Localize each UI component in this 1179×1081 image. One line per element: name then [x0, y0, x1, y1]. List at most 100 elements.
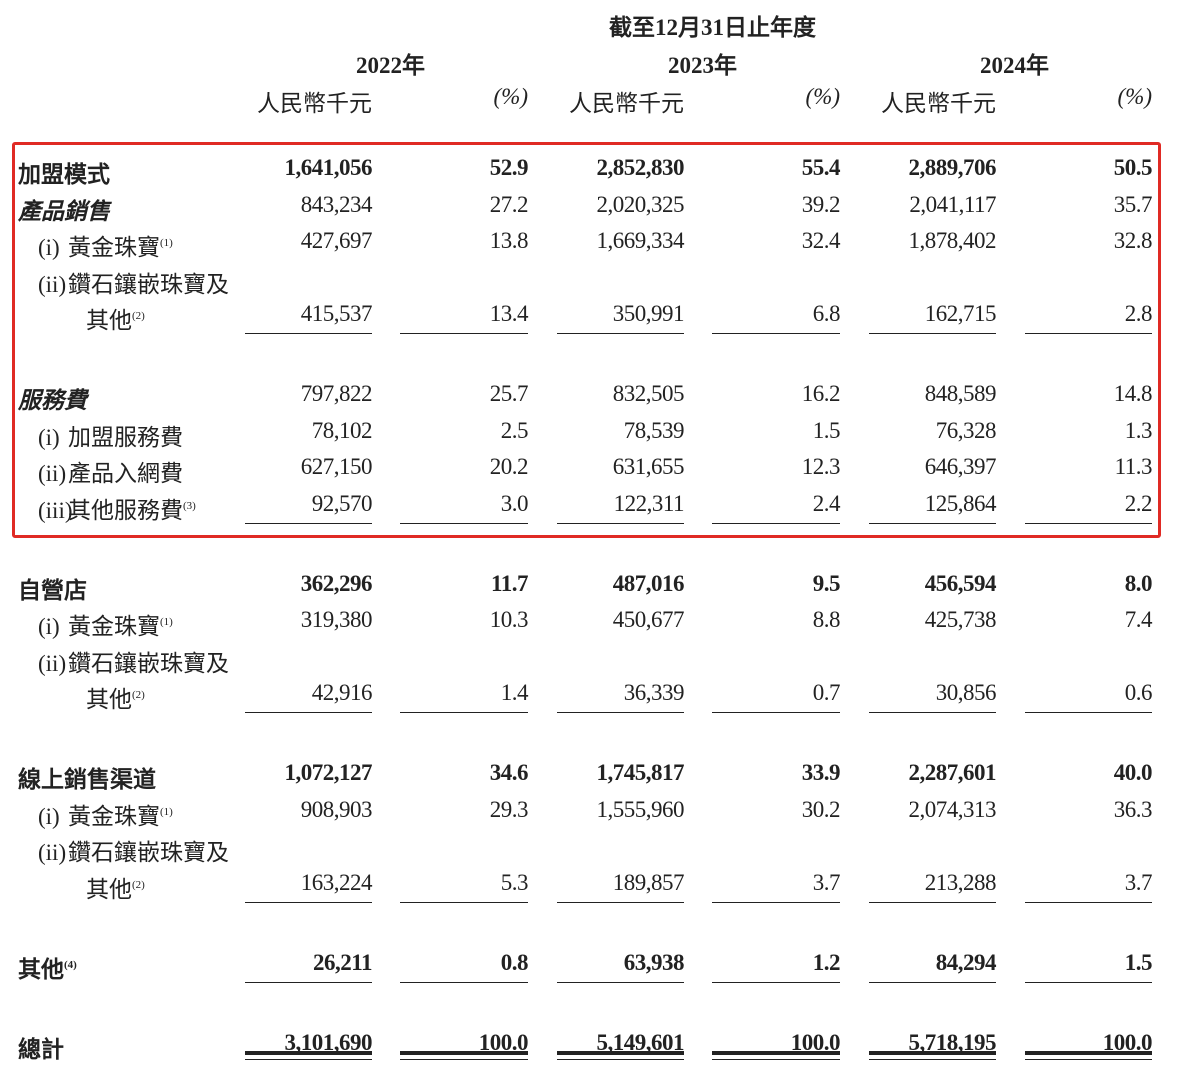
cell-pct-2024: 35.7: [1113, 191, 1153, 217]
cell-amount-2022: 908,903: [300, 796, 373, 822]
row-label: (ii)產品入網費: [38, 454, 183, 488]
underline: [712, 522, 840, 524]
underline: [400, 712, 528, 713]
year-2022: 2022年: [356, 53, 425, 78]
underline: [557, 712, 684, 713]
cell-amount-2023: 350,991: [612, 301, 685, 326]
cell-pct-2022: 52.9: [489, 155, 529, 180]
cell-amount-2024: 425,738: [924, 607, 997, 632]
underline: [400, 901, 528, 903]
cell-amount-2022: 26,211: [313, 949, 372, 975]
underline: [400, 333, 528, 334]
cell-pct-2023: 9.5: [812, 570, 841, 596]
row-label: (i) 黃金珠寶(1): [38, 797, 173, 831]
cell-amount-2022: 627,150: [300, 454, 373, 479]
cell-pct-2024: 8.0: [1124, 570, 1153, 596]
double-underline: [712, 1050, 840, 1060]
row-label-text: 線上銷售渠道: [18, 767, 156, 792]
cell-pct-2022: 20.2: [489, 454, 529, 479]
row-prefix: (i): [38, 614, 60, 639]
cell-pct-2024: 0.6: [1124, 680, 1153, 705]
double-underline: [1025, 1050, 1152, 1060]
table-row-label-line: (ii)鑽石鑲嵌珠寶及: [0, 830, 1179, 867]
underline: [869, 522, 996, 524]
underline: [557, 333, 684, 334]
cell-pct-2022: 100.0: [478, 1029, 529, 1055]
cell-amount-2024: 30,856: [935, 680, 997, 705]
row-label: 線上銷售渠道: [18, 760, 156, 794]
row-prefix: (ii): [38, 840, 67, 865]
row-label-text: 黃金珠寶: [68, 803, 160, 829]
cell-pct-2022: 29.3: [489, 796, 529, 822]
cell-amount-2024: 5,718,195: [908, 1029, 997, 1055]
underline: [557, 901, 684, 903]
row-label-text: 黃金珠寶: [68, 614, 160, 639]
double-underline: [557, 1050, 684, 1060]
cell-pct-2022: 2.5: [500, 417, 529, 443]
amount-unit-2022: 人民幣千元: [257, 91, 372, 116]
table-row: 總計 3,101,690 100.0 5,149,601 100.0 5,718,195 1…: [0, 1027, 1179, 1064]
underline: [869, 901, 996, 903]
cell-pct-2023: 3.7: [812, 869, 841, 895]
underline: [557, 981, 684, 983]
underline: [1025, 901, 1152, 903]
year-2024: 2024年: [980, 53, 1049, 78]
row-label-text: 其他服務費: [68, 497, 183, 523]
row-prefix: (i): [38, 235, 60, 260]
table-row: (ii)產品入網費 627,150 20.2 631,655 12.3 646,397 11…: [0, 451, 1179, 488]
cell-pct-2024: 36.3: [1113, 796, 1153, 822]
row-label-text: 自營店: [18, 577, 87, 603]
row-label-text: 其他: [86, 308, 132, 333]
cell-pct-2023: 2.4: [812, 490, 841, 516]
cell-amount-2023: 122,311: [613, 490, 685, 516]
double-underline: [400, 1050, 528, 1060]
row-label-text: 鑽石鑲嵌珠寶及: [68, 271, 229, 297]
underline: [1025, 333, 1152, 334]
table-row: (i) 加盟服務費 78,102 2.5 78,539 1.5 76,328 1.3: [0, 415, 1179, 452]
footnote-marker: (2): [132, 689, 145, 701]
cell-pct-2023: 100.0: [790, 1029, 841, 1055]
cell-pct-2024: 1.3: [1124, 417, 1153, 443]
row-spacer: [0, 714, 1179, 758]
row-label: (i) 黃金珠寶(1): [38, 228, 173, 262]
footnote-marker: (1): [160, 237, 173, 249]
table-row: 產品銷售 843,234 27.2 2,020,325 39.2 2,041,117 35.…: [0, 189, 1179, 226]
row-label-text: 加盟模式: [18, 162, 110, 187]
underline: [400, 981, 528, 983]
cell-amount-2023: 1,745,817: [596, 760, 685, 785]
cell-pct-2022: 13.4: [489, 301, 529, 326]
row-label-text: 鑽石鑲嵌珠寶及: [68, 650, 229, 676]
table-row: (i) 黃金珠寶(1) 319,380 10.3 450,677 8.8 425,738 7.…: [0, 604, 1179, 641]
cell-pct-2023: 8.8: [812, 607, 841, 632]
cell-amount-2023: 1,555,960: [596, 796, 685, 822]
row-label: (iii)其他服務費(3): [38, 491, 196, 525]
cell-amount-2022: 362,296: [300, 570, 373, 596]
cell-pct-2023: 1.5: [812, 417, 841, 443]
row-prefix: (i): [38, 424, 60, 450]
cell-amount-2024: 1,878,402: [908, 228, 997, 253]
row-label: 其他(2): [86, 301, 145, 335]
cell-pct-2023: 1.2: [812, 949, 841, 975]
underline: [869, 333, 996, 334]
row-label: (ii)鑽石鑲嵌珠寶及: [38, 833, 229, 867]
row-prefix: (iii): [38, 497, 73, 523]
cell-amount-2023: 2,852,830: [596, 155, 685, 180]
underline: [712, 333, 840, 334]
cell-pct-2024: 50.5: [1113, 155, 1153, 180]
cell-amount-2023: 487,016: [612, 570, 685, 596]
cell-pct-2024: 14.8: [1113, 381, 1153, 406]
cell-amount-2024: 76,328: [935, 417, 997, 443]
cell-amount-2023: 1,669,334: [596, 228, 685, 253]
cell-pct-2022: 13.8: [489, 228, 529, 253]
cell-amount-2024: 2,074,313: [908, 796, 997, 822]
row-label-text: 鑽石鑲嵌珠寶及: [68, 840, 229, 865]
table-row: 線上銷售渠道 1,072,127 34.6 1,745,817 33.9 2,287,60…: [0, 757, 1179, 794]
underline: [245, 981, 372, 983]
table-row: 其他(2) 415,537 13.4 350,991 6.8 162,715 2.8: [0, 298, 1179, 335]
cell-amount-2023: 450,677: [612, 607, 685, 632]
row-label: 總計: [18, 1030, 64, 1064]
cell-amount-2022: 78,102: [311, 417, 373, 443]
cell-amount-2022: 843,234: [300, 191, 373, 217]
row-label: 自營店: [18, 571, 87, 605]
table-row: (i) 黃金珠寶(1) 908,903 29.3 1,555,960 30.2 2,074,…: [0, 794, 1179, 831]
